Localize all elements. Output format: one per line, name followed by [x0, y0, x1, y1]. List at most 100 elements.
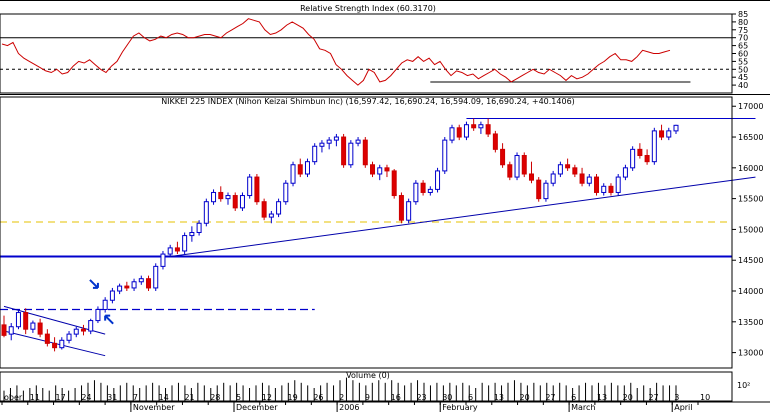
candle-body: [247, 176, 253, 197]
candle-body: [565, 164, 571, 169]
candle-body: [52, 342, 58, 349]
candle-body: [124, 285, 130, 289]
x-tick-label: 6: [571, 393, 576, 402]
x-tick-label: 26: [313, 393, 323, 402]
candle-body: [174, 247, 180, 252]
x-tick-label: 21: [184, 393, 194, 402]
candle-body: [536, 179, 542, 200]
candle-body: [254, 176, 260, 203]
rsi-title: Relative Strength Index (60.3170): [300, 4, 436, 13]
x-tick-label: 24: [81, 393, 91, 402]
candle-body: [23, 312, 29, 330]
candle-body: [601, 185, 607, 193]
candle-body: [492, 133, 498, 150]
month-label: December: [236, 403, 278, 412]
candle-body: [333, 136, 339, 141]
x-tick-label: 2: [339, 393, 344, 402]
x-tick-label: ober: [4, 393, 23, 402]
candle-body: [500, 148, 506, 166]
x-tick-label: 13: [494, 393, 504, 402]
candle-body: [435, 170, 441, 190]
candle-body: [608, 185, 614, 193]
rsi-tick-label: 55: [738, 57, 748, 66]
candle-body: [449, 127, 455, 141]
candle-body: [478, 124, 484, 129]
x-tick-label: 7: [133, 393, 138, 402]
candle-body: [557, 164, 563, 175]
candle-body: [80, 328, 86, 332]
price-tick-label: 14000: [738, 287, 763, 296]
volume-unit-label: 10²: [737, 381, 750, 390]
candle-body: [283, 182, 289, 203]
price-panel: [0, 118, 756, 357]
panel-frame: [0, 96, 733, 369]
price-tick-label: 15000: [738, 225, 763, 234]
candle-body: [153, 265, 159, 289]
candle-body: [471, 124, 477, 129]
candle-body: [312, 145, 318, 163]
candle-body: [630, 148, 636, 169]
candle-body: [326, 139, 332, 144]
candle-body: [348, 142, 354, 166]
price-tick-label: 13500: [738, 318, 763, 327]
candle-body: [239, 195, 245, 209]
candle-body: [615, 176, 621, 193]
candle-body: [550, 173, 556, 184]
price-tick-label: 16000: [738, 164, 763, 173]
price-tick-label: 14500: [738, 256, 763, 265]
panel-frame: [0, 13, 733, 94]
rsi-tick-label: 85: [738, 10, 748, 19]
x-tick-label: 31: [107, 393, 117, 402]
candle-body: [138, 278, 144, 283]
x-tick-label: 11: [30, 393, 40, 402]
x-tick-label: 28: [210, 393, 220, 402]
candle-body: [673, 124, 679, 132]
rsi-tick-label: 80: [738, 18, 748, 27]
candle-body: [442, 139, 448, 172]
candle-body: [391, 170, 397, 197]
x-tick-label: 19: [288, 393, 298, 402]
candle-body: [268, 213, 274, 218]
candle-body: [167, 247, 173, 255]
x-tick-label: 20: [623, 393, 633, 402]
candle-body: [196, 222, 202, 234]
rsi-tick-label: 50: [738, 65, 748, 74]
candle-body: [261, 201, 267, 218]
candle-body: [73, 328, 79, 335]
candle-body: [203, 201, 209, 224]
x-tick-label: 12: [262, 393, 272, 402]
candle-body: [319, 142, 325, 147]
candle-body: [644, 155, 650, 163]
candle-body: [189, 232, 195, 237]
candle-body: [8, 326, 14, 335]
rsi-tick-label: 40: [738, 81, 748, 90]
price-tick-label: 17000: [738, 102, 763, 111]
x-tick-label: 17: [56, 393, 66, 402]
rsi-tick-label: 45: [738, 73, 748, 82]
x-tick-label: 9: [365, 393, 370, 402]
candle-body: [95, 308, 101, 322]
candle-body: [66, 333, 72, 341]
rsi-tick-label: 65: [738, 42, 748, 51]
rsi-series-line: [1, 18, 671, 86]
candle-body: [304, 161, 310, 175]
candle-body: [37, 322, 43, 335]
candle-body: [572, 167, 578, 175]
volume-panel: [3, 377, 677, 401]
price-tick-label: 13000: [738, 349, 763, 358]
candle-body: [463, 124, 469, 138]
x-tick-label: 23: [416, 393, 426, 402]
candle-body: [297, 164, 303, 175]
candle-body: [44, 333, 50, 344]
x-tick-label: 27: [648, 393, 658, 402]
price-arrow-annotation: [89, 279, 99, 289]
candle-body: [225, 195, 231, 200]
volume-title: Volume (0): [346, 371, 390, 380]
candle-body: [586, 176, 592, 184]
candle-body: [30, 322, 36, 330]
candle-body: [1, 324, 7, 336]
candle-body: [232, 195, 238, 209]
